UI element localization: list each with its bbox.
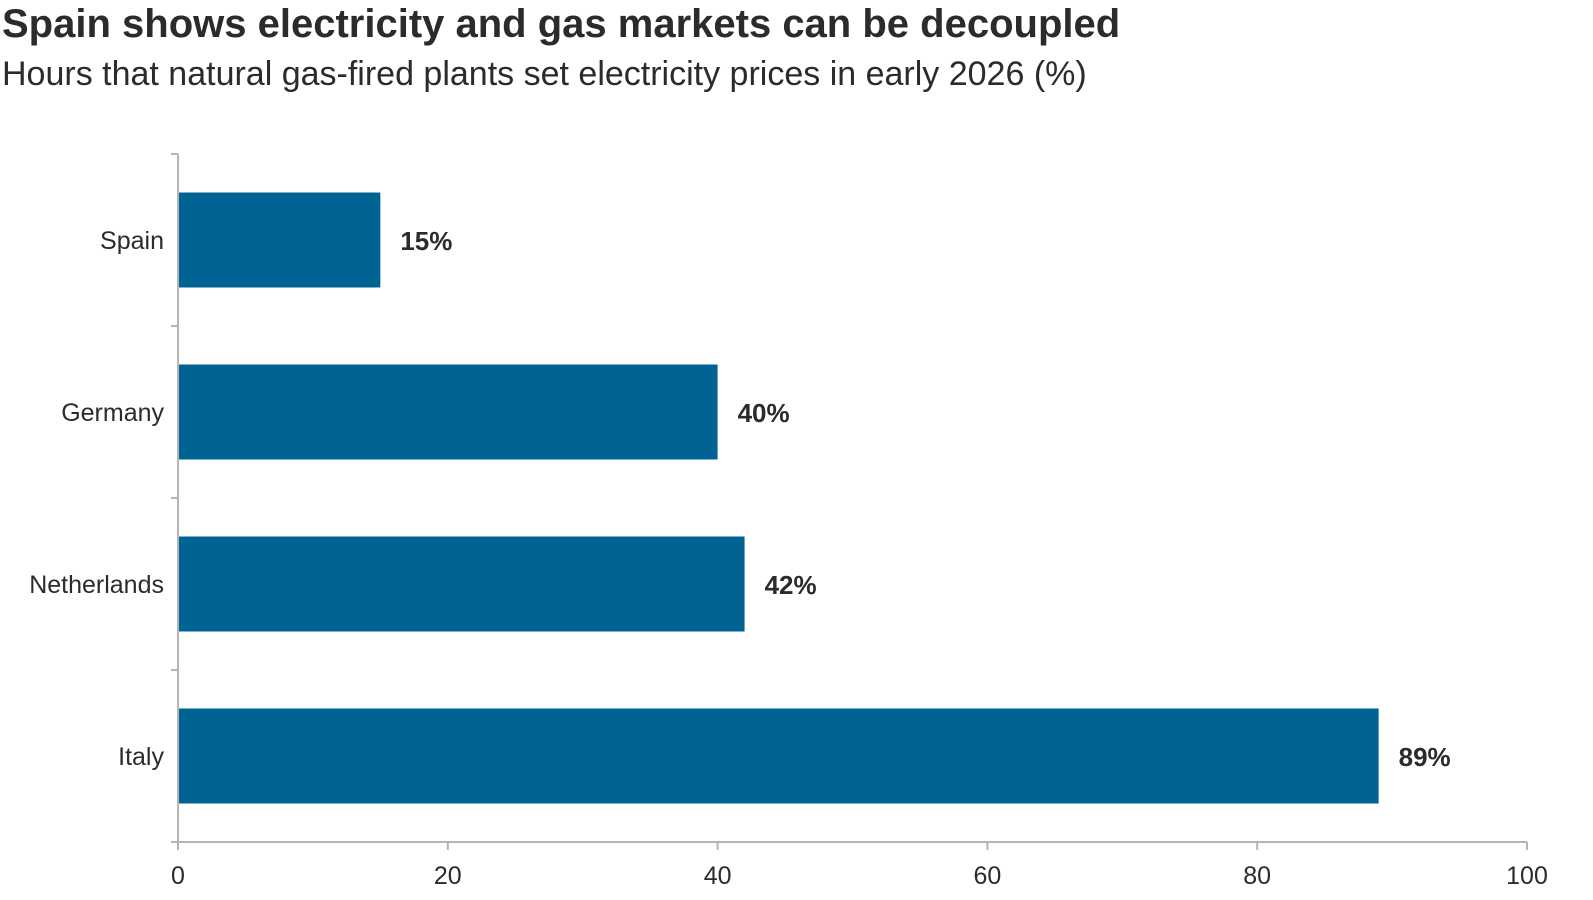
value-label: 89%	[1399, 742, 1451, 772]
value-label: 42%	[765, 570, 817, 600]
chart-subtitle: Hours that natural gas-fired plants set …	[2, 55, 1087, 93]
bar-netherlands	[179, 536, 745, 632]
bar-germany	[179, 364, 718, 460]
x-tick-label: 0	[171, 862, 185, 890]
x-tick-label: 60	[973, 862, 1001, 890]
category-label: Netherlands	[29, 571, 164, 599]
category-label: Germany	[61, 399, 164, 427]
bars	[179, 192, 1379, 804]
x-tick-label: 20	[434, 862, 462, 890]
bar-italy	[179, 708, 1379, 804]
value-label: 40%	[738, 398, 790, 428]
category-label: Italy	[118, 743, 164, 771]
chart-title: Spain shows electricity and gas markets …	[2, 2, 1121, 46]
axes	[171, 153, 1528, 850]
x-tick-label: 40	[704, 862, 732, 890]
bar-spain	[179, 192, 381, 288]
category-label: Spain	[100, 227, 164, 255]
labels: 0 20 40 60 80 100 Spain 15% Germany 40% Netherland…	[29, 226, 1548, 890]
x-tick-label: 100	[1506, 862, 1548, 890]
value-label: 15%	[400, 226, 452, 256]
x-tick-label: 80	[1243, 862, 1271, 890]
